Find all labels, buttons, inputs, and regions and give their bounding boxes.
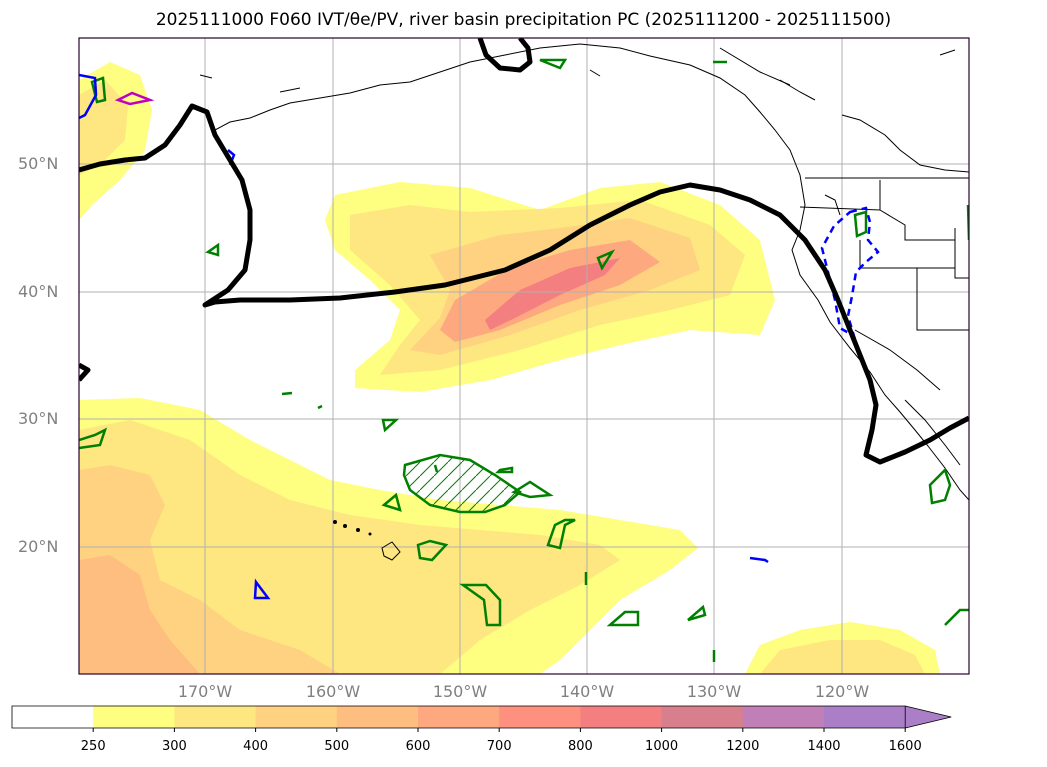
lon-label-160w: 160°W [305, 682, 361, 701]
colorbar-segment [418, 706, 500, 728]
colorbar-tick-label: 500 [324, 739, 350, 754]
colorbar-tick-label: 800 [567, 739, 593, 754]
colorbar-tick-label: 1000 [645, 739, 679, 754]
ivt-region-south-core [79, 555, 200, 674]
colorbar-tick-label: 1600 [888, 739, 922, 754]
magenta-contour [114, 91, 155, 106]
colorbar-segment [824, 706, 906, 728]
colorbar-outline [11, 705, 906, 729]
lat-label-40n: 40°N [18, 282, 59, 301]
colorbar-segment [12, 706, 94, 728]
colorbar-tick-label: 400 [243, 739, 269, 754]
lon-label-150w: 150°W [432, 682, 488, 701]
pv-contour [79, 38, 969, 465]
colorbar-extend-arrow [904, 705, 952, 729]
colorbar-tick-label: 300 [161, 739, 187, 754]
hawaii-island [381, 541, 401, 561]
colorbar-segment [580, 706, 663, 728]
lon-label-140w: 140°W [559, 682, 615, 701]
colorbar-segment [499, 706, 581, 728]
colorbar-segment [174, 706, 257, 728]
lat-label-20n: 20°N [18, 537, 59, 556]
map-title: 2025111000 F060 IVT/θe/PV, river basin p… [155, 10, 892, 30]
colorbar-segment [93, 706, 175, 728]
map-border [78, 37, 970, 675]
colorbar-tick-label: 700 [486, 739, 512, 754]
lat-label-30n: 30°N [18, 409, 59, 428]
lat-label-50n: 50°N [18, 154, 59, 173]
colorbar [11, 705, 952, 732]
hawaii-small-islands [333, 520, 372, 536]
colorbar-segment [742, 706, 825, 728]
colorbar-tick-label: 250 [80, 739, 106, 754]
blue-dashed-contour [820, 206, 880, 339]
colorbar-tick-label: 600 [405, 739, 431, 754]
lon-label-130w: 130°W [686, 682, 742, 701]
green-hatched-region [404, 455, 520, 512]
colorbar-tick-label: 1200 [726, 739, 760, 754]
lon-label-170w: 170°W [177, 682, 233, 701]
gridlines [79, 38, 969, 674]
colorbar-segment [255, 706, 338, 728]
colorbar-tick-label: 1400 [807, 739, 841, 754]
colorbar-segment [336, 706, 419, 728]
lon-label-120w: 120°W [814, 682, 870, 701]
colorbar-segment [661, 706, 744, 728]
ivt-region-river-max [485, 258, 620, 330]
coastlines [199, 43, 969, 501]
